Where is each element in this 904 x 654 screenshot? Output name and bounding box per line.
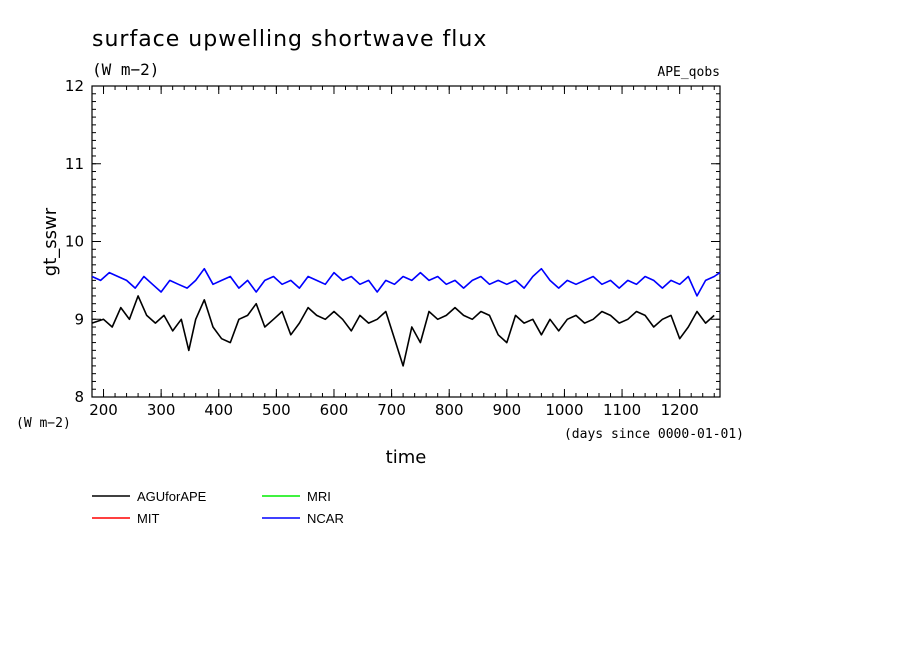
legend-label-ncar: NCAR bbox=[307, 511, 344, 526]
legend-label-aguforape: AGUforAPE bbox=[137, 489, 207, 504]
legend: AGUforAPE MIT MRI NCAR bbox=[92, 489, 344, 526]
x-tick-label: 500 bbox=[262, 401, 291, 419]
x-tick-label: 400 bbox=[204, 401, 233, 419]
x-axis-label: time bbox=[386, 447, 427, 468]
x-tick-label: 1200 bbox=[661, 401, 699, 419]
y-tick-label: 11 bbox=[65, 155, 84, 173]
axis-ticks: 200 300 400 500 600 700 800 900 1000 1100 1200 8 9 10… bbox=[65, 77, 720, 419]
x-tick-label: 600 bbox=[320, 401, 349, 419]
y-axis-units: (W m−2) bbox=[16, 416, 71, 431]
legend-label-mit: MIT bbox=[137, 511, 159, 526]
chart-title: surface upwelling shortwave flux bbox=[92, 27, 487, 52]
series-line-aguforape bbox=[91, 295, 715, 367]
x-tick-label: 700 bbox=[377, 401, 406, 419]
x-tick-label: 800 bbox=[435, 401, 464, 419]
y-tick-label: 9 bbox=[74, 310, 84, 328]
series-lines bbox=[91, 267, 721, 367]
x-tick-label: 900 bbox=[493, 401, 522, 419]
chart-units: (W m−2) bbox=[92, 60, 159, 79]
x-axis-units: (days since 0000-01-01) bbox=[564, 427, 744, 442]
x-tick-label: 200 bbox=[89, 401, 118, 419]
series-line-ncar bbox=[91, 267, 721, 297]
dataset-label: APE_qobs bbox=[657, 65, 720, 80]
y-tick-label: 12 bbox=[65, 77, 84, 95]
x-tick-label: 1100 bbox=[603, 401, 641, 419]
x-tick-label: 1000 bbox=[545, 401, 583, 419]
legend-label-mri: MRI bbox=[307, 489, 331, 504]
x-tick-label: 300 bbox=[147, 401, 176, 419]
y-tick-label: 10 bbox=[65, 233, 84, 251]
y-tick-label: 8 bbox=[74, 388, 84, 406]
y-axis-label: gt_sswr bbox=[40, 207, 61, 276]
